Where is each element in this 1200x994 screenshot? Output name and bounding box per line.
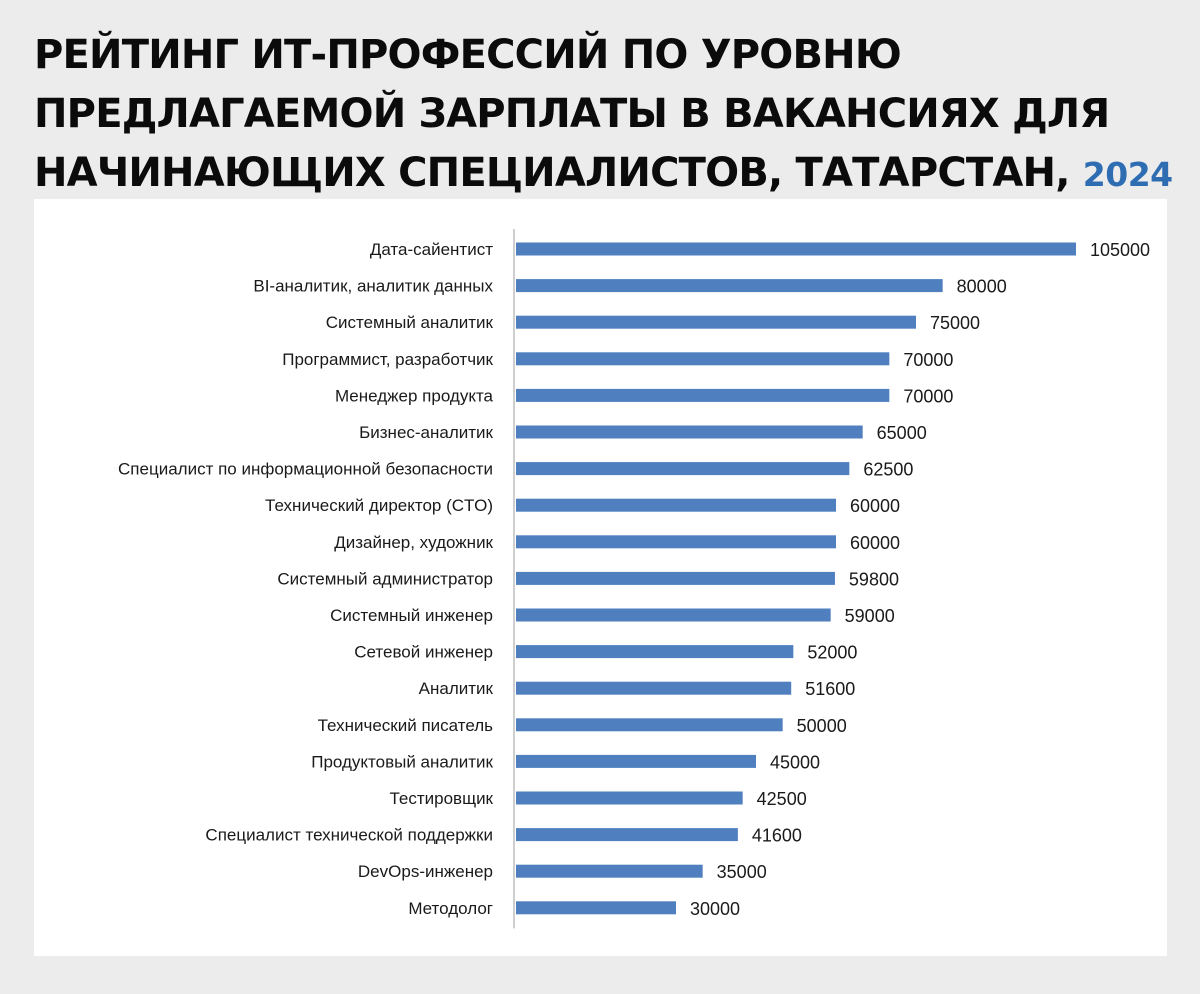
bar: [516, 828, 738, 842]
bar: [516, 864, 703, 878]
bar-chart: Дата-сайентист 105000 BI-аналитик, аналити…: [118, 229, 1150, 929]
category-label: BI-аналитик, аналитик данных: [253, 277, 493, 296]
bar: [516, 791, 743, 805]
data-label: 59800: [849, 569, 899, 589]
data-label: 105000: [1090, 240, 1150, 260]
category-label: Технический директор (CTO): [265, 496, 493, 515]
data-label: 41600: [752, 826, 802, 846]
bar: [516, 425, 863, 439]
category-label: Бизнес-аналитик: [359, 423, 493, 442]
bar: [516, 681, 792, 695]
bar: [516, 754, 756, 768]
data-label: 60000: [850, 496, 900, 516]
data-label: 75000: [930, 313, 980, 333]
category-label: Сетевой инженер: [354, 643, 493, 662]
category-label: Методолог: [408, 899, 493, 918]
data-label: 51600: [805, 679, 855, 699]
category-label: Дизайнер, художник: [334, 533, 493, 552]
bar: [516, 352, 890, 366]
category-label: Тестировщик: [389, 789, 493, 808]
data-label: 42500: [757, 789, 807, 809]
data-label: 35000: [717, 862, 767, 882]
category-label: Менеджер продукта: [335, 386, 494, 405]
data-label: 70000: [903, 386, 953, 406]
data-label: 70000: [903, 350, 953, 370]
data-label: 60000: [850, 533, 900, 553]
category-label: Продуктовый аналитик: [311, 752, 493, 771]
category-label: Технический писатель: [318, 716, 494, 735]
data-label: 62500: [863, 460, 913, 480]
category-label: Аналитик: [419, 679, 494, 698]
category-label: Специалист технической поддержки: [205, 826, 493, 845]
category-label: DevOps-инженер: [358, 862, 493, 881]
data-label: 59000: [845, 606, 895, 626]
bar: [516, 388, 890, 402]
bar: [516, 279, 943, 293]
data-label: 50000: [797, 716, 847, 736]
bar: [516, 718, 783, 732]
bar: [516, 608, 831, 622]
bar: [516, 571, 835, 585]
data-label: 52000: [807, 643, 857, 663]
category-label: Дата-сайентист: [370, 240, 493, 259]
bar: [516, 535, 836, 549]
data-label: 45000: [770, 752, 820, 772]
bar: [516, 462, 850, 476]
category-label: Системный инженер: [330, 606, 493, 625]
category-label: Программист, разработчик: [282, 350, 493, 369]
chart-title-main: РЕЙТИНГ ИТ-ПРОФЕССИЙ ПО УРОВНЮ ПРЕДЛАГАЕ…: [34, 32, 1110, 196]
bar: [516, 498, 836, 512]
chart-panel: Дата-сайентист 105000 BI-аналитик, аналити…: [34, 199, 1167, 956]
data-label: 80000: [957, 277, 1007, 297]
bar: [516, 315, 916, 329]
data-label: 30000: [690, 899, 740, 919]
bar: [516, 242, 1076, 256]
bar: [516, 901, 676, 915]
data-label: 65000: [877, 423, 927, 443]
category-label: Системный администратор: [277, 569, 493, 588]
category-label: Специалист по информационной безопасност…: [118, 460, 493, 479]
category-label: Системный аналитик: [326, 313, 494, 332]
bar: [516, 645, 794, 659]
